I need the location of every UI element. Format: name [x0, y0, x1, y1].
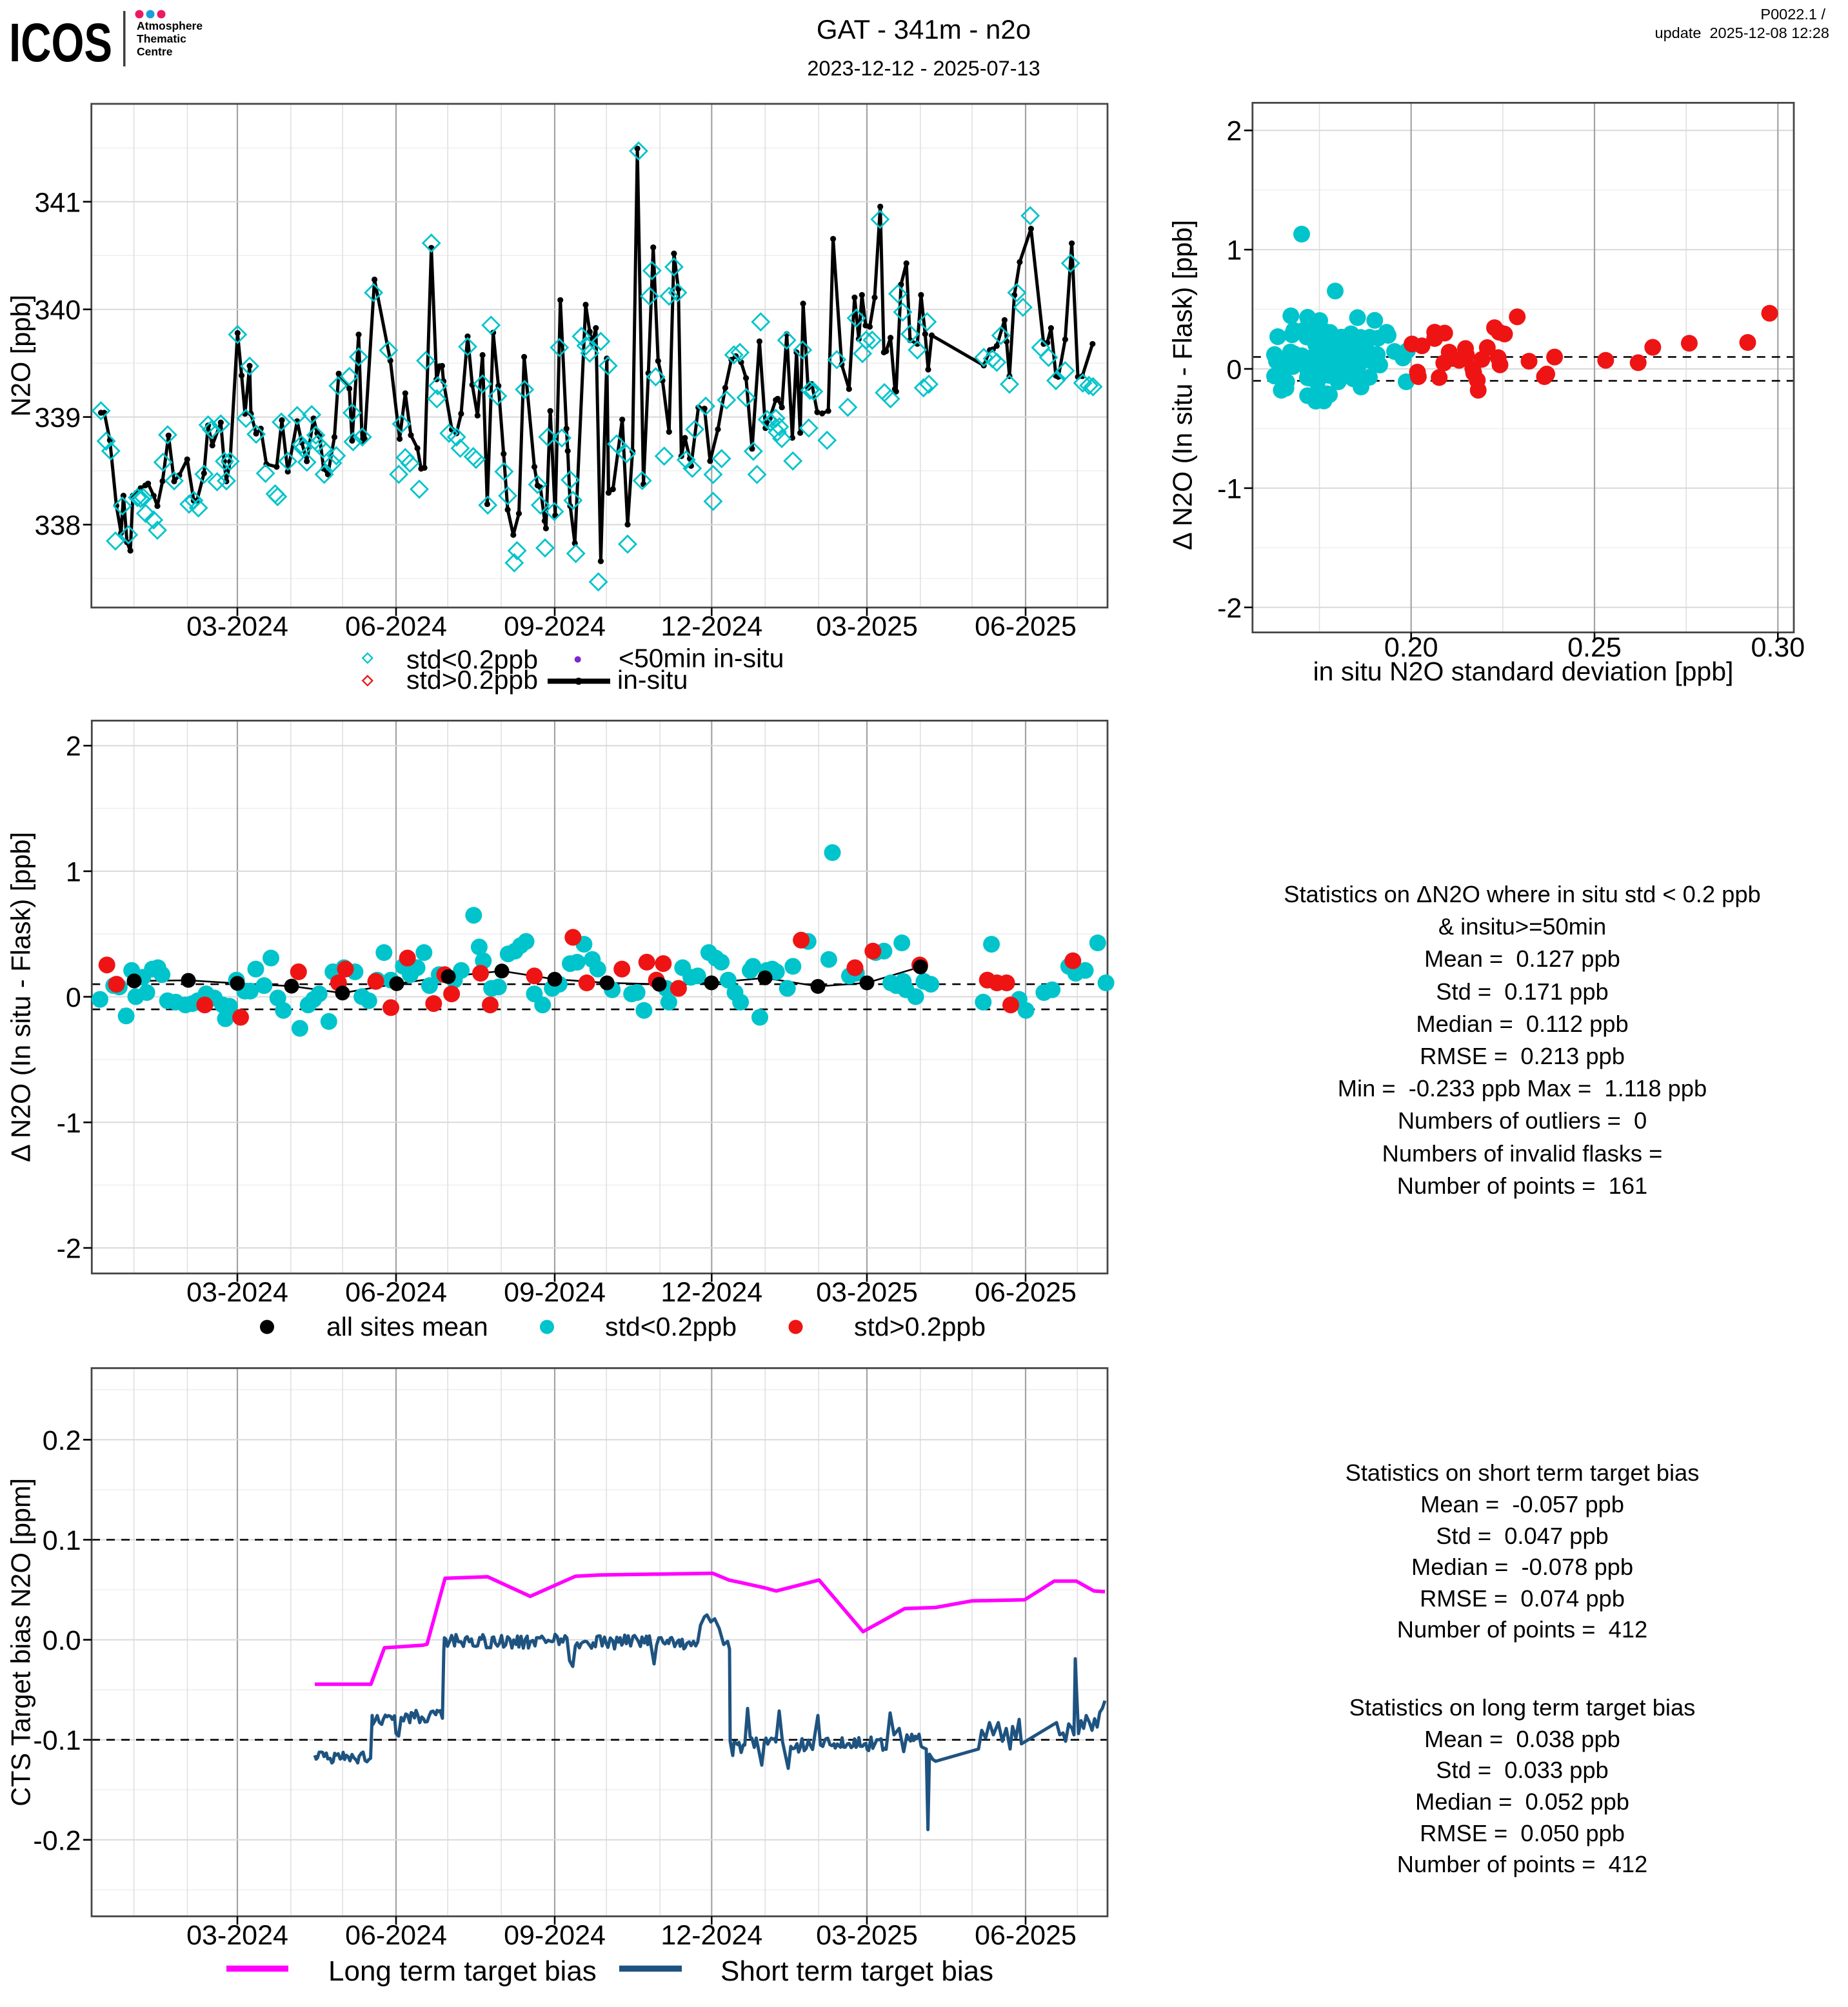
- svg-text:Mean = 0.127 ppb: Mean = 0.127 ppb: [1424, 945, 1620, 972]
- svg-text:Median = 0.052 ppb: Median = 0.052 ppb: [1415, 1788, 1629, 1815]
- svg-text:1: 1: [1226, 235, 1242, 266]
- svg-text:0.2: 0.2: [43, 1425, 81, 1456]
- svg-text:Numbers of invalid flasks =: Numbers of invalid flasks =: [1382, 1140, 1663, 1167]
- svg-text:12-2024: 12-2024: [661, 1277, 762, 1308]
- svg-text:Statistics on short term targe: Statistics on short term target bias: [1346, 1459, 1700, 1486]
- svg-text:GAT - 341m - n2o: GAT - 341m - n2o: [817, 14, 1031, 44]
- svg-text:update 2025-12-08 12:28: update 2025-12-08 12:28: [1655, 25, 1829, 41]
- svg-text:12-2024: 12-2024: [661, 611, 762, 642]
- svg-text:0.30: 0.30: [1751, 632, 1805, 663]
- svg-text:ICOS: ICOS: [9, 12, 112, 73]
- svg-text:& insitu>=50min: & insitu>=50min: [1438, 913, 1606, 940]
- svg-text:2023-12-12 - 2025-07-13: 2023-12-12 - 2025-07-13: [807, 57, 1040, 80]
- svg-text:std<0.2ppb: std<0.2ppb: [406, 644, 538, 674]
- svg-text:06-2025: 06-2025: [975, 1277, 1077, 1308]
- svg-text:Statistics on long term target: Statistics on long term target bias: [1349, 1694, 1696, 1721]
- svg-text:in-situ: in-situ: [617, 665, 688, 695]
- svg-text:06-2024: 06-2024: [345, 1920, 447, 1951]
- svg-text:339: 339: [34, 402, 81, 433]
- svg-text:06-2024: 06-2024: [345, 611, 447, 642]
- svg-text:03-2025: 03-2025: [816, 1277, 918, 1308]
- svg-text:0: 0: [1226, 355, 1242, 386]
- svg-text:341: 341: [34, 187, 81, 218]
- svg-text:Mean = 0.038 ppb: Mean = 0.038 ppb: [1424, 1726, 1620, 1752]
- svg-text:09-2024: 09-2024: [504, 1277, 606, 1308]
- svg-text:Std = 0.033 ppb: Std = 0.033 ppb: [1436, 1757, 1608, 1783]
- svg-text:09-2024: 09-2024: [504, 611, 606, 642]
- svg-text:06-2025: 06-2025: [975, 611, 1077, 642]
- svg-text:P0022.1 /: P0022.1 /: [1760, 6, 1825, 23]
- svg-text:340: 340: [34, 295, 81, 326]
- svg-text:-2: -2: [1217, 593, 1242, 624]
- svg-text:-0.1: -0.1: [33, 1725, 81, 1756]
- svg-text:std>0.2ppb: std>0.2ppb: [406, 665, 538, 695]
- svg-text:1: 1: [66, 856, 81, 887]
- svg-text:338: 338: [34, 510, 81, 541]
- svg-text:Median = -0.078 ppb: Median = -0.078 ppb: [1411, 1554, 1633, 1580]
- svg-text:Median = 0.112 ppb: Median = 0.112 ppb: [1416, 1011, 1628, 1037]
- svg-text:Long term target bias: Long term target bias: [328, 1955, 597, 1987]
- svg-text:-0.2: -0.2: [33, 1825, 81, 1856]
- svg-text:0: 0: [66, 982, 81, 1013]
- svg-text:Number of points = 412: Number of points = 412: [1397, 1616, 1647, 1643]
- svg-text:-1: -1: [1217, 473, 1242, 504]
- svg-text:RMSE = 0.074 ppb: RMSE = 0.074 ppb: [1420, 1585, 1625, 1612]
- svg-text:Statistics on ΔN2O where in si: Statistics on ΔN2O where in situ std < 0…: [1284, 881, 1760, 907]
- svg-text:Δ N2O (In situ - Flask) [ppb]: Δ N2O (In situ - Flask) [ppb]: [1167, 220, 1198, 550]
- svg-text:Number of points = 412: Number of points = 412: [1397, 1851, 1647, 1877]
- svg-text:CTS Target bias N2O [ppm]: CTS Target bias N2O [ppm]: [6, 1478, 36, 1806]
- svg-text:-1: -1: [57, 1108, 81, 1139]
- svg-text:03-2024: 03-2024: [186, 1920, 288, 1951]
- svg-text:Std = 0.171 ppb: Std = 0.171 ppb: [1436, 978, 1608, 1005]
- svg-text:RMSE = 0.213 ppb: RMSE = 0.213 ppb: [1420, 1043, 1625, 1069]
- svg-text:std<0.2ppb: std<0.2ppb: [605, 1312, 737, 1341]
- svg-text:N2O [ppb]: N2O [ppb]: [6, 295, 36, 417]
- svg-text:0.0: 0.0: [43, 1625, 81, 1656]
- svg-text:all sites mean: all sites mean: [326, 1312, 488, 1341]
- svg-text:Δ N2O (In situ - Flask) [ppb]: Δ N2O (In situ - Flask) [ppb]: [6, 832, 36, 1162]
- svg-text:Min = -0.233 ppb Max = 1.118: Min = -0.233 ppb Max = 1.118 ppb: [1338, 1075, 1707, 1102]
- svg-text:in situ N2O standard deviation: in situ N2O standard deviation [ppb]: [1313, 657, 1734, 686]
- svg-text:0.20: 0.20: [1384, 632, 1438, 663]
- svg-text:<50min in-situ: <50min in-situ: [619, 643, 784, 673]
- svg-text:Std = 0.047 ppb: Std = 0.047 ppb: [1436, 1523, 1608, 1549]
- svg-text:0.25: 0.25: [1567, 632, 1622, 663]
- svg-text:Short term target bias: Short term target bias: [720, 1955, 993, 1987]
- svg-text:06-2024: 06-2024: [345, 1277, 447, 1308]
- svg-text:Thematic: Thematic: [137, 32, 186, 45]
- svg-text:06-2025: 06-2025: [975, 1920, 1077, 1951]
- svg-text:2: 2: [66, 731, 81, 762]
- svg-text:Numbers of outliers = 0: Numbers of outliers = 0: [1398, 1107, 1647, 1134]
- svg-text:03-2024: 03-2024: [186, 611, 288, 642]
- svg-text:std>0.2ppb: std>0.2ppb: [854, 1312, 986, 1341]
- svg-text:Atmosphere: Atmosphere: [137, 19, 203, 32]
- svg-text:Number of points = 161: Number of points = 161: [1397, 1172, 1647, 1199]
- svg-text:-2: -2: [57, 1234, 81, 1265]
- svg-text:0.1: 0.1: [43, 1525, 81, 1556]
- svg-text:09-2024: 09-2024: [504, 1920, 606, 1951]
- svg-text:RMSE = 0.050 ppb: RMSE = 0.050 ppb: [1420, 1820, 1625, 1846]
- svg-text:03-2025: 03-2025: [816, 1920, 918, 1951]
- svg-text:12-2024: 12-2024: [661, 1920, 762, 1951]
- svg-text:Mean = -0.057 ppb: Mean = -0.057 ppb: [1420, 1491, 1624, 1518]
- svg-text:Centre: Centre: [137, 45, 173, 58]
- svg-text:03-2024: 03-2024: [186, 1277, 288, 1308]
- svg-text:03-2025: 03-2025: [816, 611, 918, 642]
- svg-text:2: 2: [1226, 116, 1242, 147]
